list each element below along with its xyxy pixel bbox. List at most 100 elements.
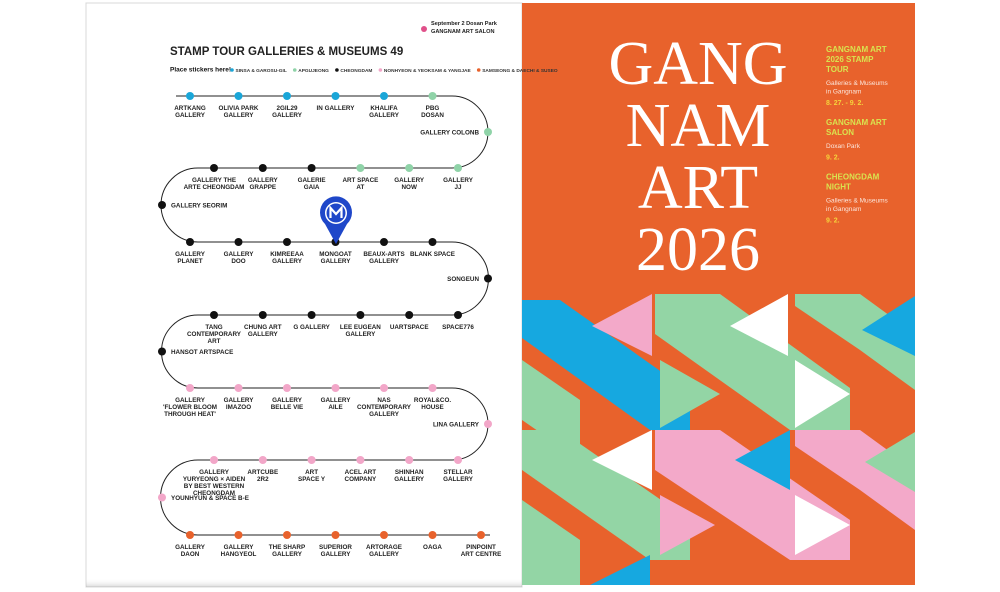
station-label: CHUNG ART: [244, 324, 282, 331]
station-label: YOUNHYUN & SPACE B-E: [171, 495, 249, 502]
station-label: GALLERY: [248, 177, 279, 184]
station-label: GALLERY: [224, 251, 255, 258]
station-dot: [454, 456, 462, 464]
cover-title-line: ART: [638, 154, 758, 222]
notice-dot: [421, 26, 427, 32]
station-label: GALLERY: [443, 476, 474, 483]
station-dot: [356, 456, 365, 464]
station-label: CONTEMPORARY: [187, 331, 242, 338]
station-dot: [331, 531, 340, 539]
notice-event: GANGNAM ART SALON: [431, 29, 495, 35]
station-label: GALLERY: [394, 177, 425, 184]
station-dot: [428, 531, 437, 539]
pattern-triangle: [660, 360, 720, 428]
station-dot: [454, 311, 462, 319]
station-dot: [307, 311, 316, 319]
legend-label: APGUJEONG: [298, 68, 329, 74]
event-title: NIGHT: [826, 183, 851, 192]
station-label: GALLERY: [272, 397, 303, 404]
station-dot: [380, 238, 388, 246]
station-label: PINPOINT: [466, 544, 496, 551]
station-label: CHEONGDAM: [193, 490, 235, 497]
station-label: SHINHAN: [395, 469, 424, 476]
station-dot: [331, 92, 340, 100]
pattern-triangle: [735, 430, 790, 490]
cover-title-line: GANG: [608, 30, 787, 98]
station-label: JJ: [454, 184, 462, 191]
station-label: GALLERY SEORIM: [171, 203, 227, 210]
station-dot: [484, 274, 492, 283]
station-dot: [380, 92, 388, 100]
station-dot: [186, 531, 194, 539]
station-dot: [258, 456, 267, 464]
event-date: 9. 2.: [826, 218, 840, 225]
left-page: [85, 2, 523, 588]
station-label: ARTE CHEONGDAM: [184, 184, 245, 191]
pin-logo: [329, 205, 343, 218]
station-label: HANGYEOL: [221, 551, 257, 558]
station-label: AT: [356, 184, 364, 191]
event-place: Galleries & Museums: [826, 198, 889, 205]
station-label: MONGOAT: [319, 251, 352, 258]
station-label: GALLERY: [345, 331, 376, 338]
station-dot: [356, 311, 365, 319]
station-label: ART SPACE: [342, 177, 378, 184]
station-label: ACEL ART: [345, 469, 377, 476]
station-label: GALLERY: [175, 251, 206, 258]
event-place: in Gangnam: [826, 89, 861, 96]
station-label: BY BEST WESTERN: [184, 483, 245, 490]
station-label: SONGEUN: [447, 276, 479, 283]
tour-title: STAMP TOUR GALLERIES & MUSEUMS 49: [170, 46, 403, 58]
station-label: HANSOT ARTSPACE: [171, 349, 233, 356]
station-dot: [258, 164, 267, 172]
station-label: YURYEONG × AIDEN: [183, 476, 246, 483]
station-label: GALERIE: [298, 177, 326, 184]
station-label: GAIA: [304, 184, 320, 191]
station-dot: [484, 420, 492, 428]
station-dot: [454, 164, 462, 172]
station-label: STELLAR: [443, 469, 472, 476]
event-title: 2026 STAMP: [826, 55, 874, 64]
station-label: ARTORAGE: [366, 544, 402, 551]
station-dot: [484, 128, 492, 136]
station-label: ART: [208, 338, 221, 345]
station-label: GALLERY: [321, 551, 352, 558]
pattern-triangle: [865, 432, 915, 492]
station-dot: [283, 238, 291, 246]
station-label: THROUGH HEAT': [164, 411, 216, 418]
station-label: LINA GALLERY: [433, 422, 480, 429]
pattern-band: [522, 430, 690, 560]
station-label: GALLERY: [175, 397, 206, 404]
station-dot: [210, 456, 218, 464]
page-shadow: [86, 578, 522, 587]
event-title: SALON: [826, 128, 854, 137]
legend-label: NONHYEON & YEOKSAM & YANGJAE: [384, 68, 472, 74]
station-label: DOSAN: [421, 112, 444, 119]
station-label: GRAPPE: [250, 184, 277, 191]
station-dot: [380, 384, 388, 392]
station-dot: [210, 311, 218, 319]
pattern-band: [522, 500, 580, 585]
station-dot: [158, 347, 166, 356]
station-label: GALLERY: [272, 258, 303, 265]
pattern-band: [522, 300, 690, 430]
station-label: TANG: [205, 324, 222, 331]
station-dot: [405, 311, 414, 319]
pattern-triangle: [862, 296, 915, 356]
station-label: ARTKANG: [174, 105, 206, 112]
station-dot: [477, 531, 485, 539]
station-label: GALLERY: [199, 469, 230, 476]
legend-label: SINSA & GAROSU-GIL: [236, 68, 287, 74]
station-label: GALLERY: [272, 551, 303, 558]
event-date: 9. 2.: [826, 155, 840, 162]
event-title: TOUR: [826, 65, 849, 74]
station-label: GALLERY: [321, 397, 352, 404]
station-label: IN GALLERY: [317, 105, 356, 112]
pattern-triangle: [730, 294, 788, 356]
station-label: BLANK SPACE: [410, 251, 455, 258]
station-label: KHALIFA: [370, 105, 398, 112]
event-place: in Gangnam: [826, 206, 861, 213]
station-dot: [234, 384, 243, 392]
